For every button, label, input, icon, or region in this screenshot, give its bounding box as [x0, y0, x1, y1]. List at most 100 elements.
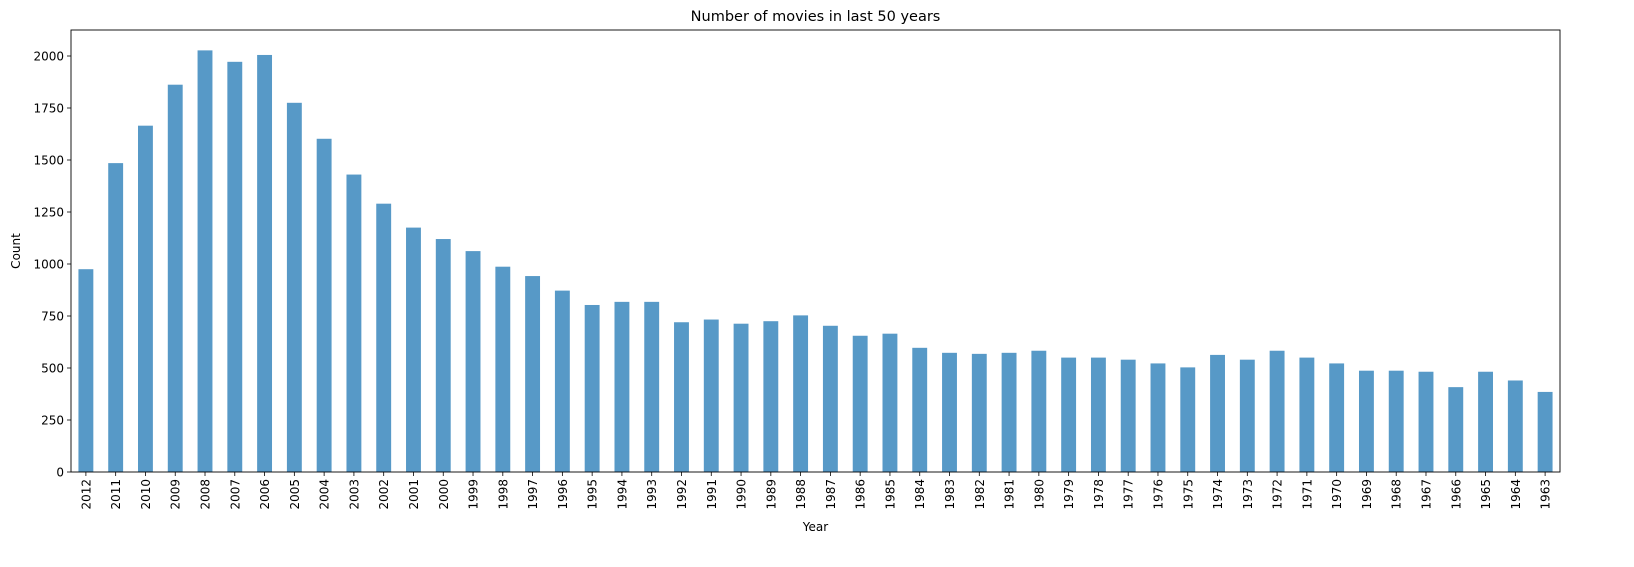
bars-layer: [78, 50, 1553, 473]
x-tick-label: 1985: [883, 479, 897, 510]
bar-1974: [1210, 354, 1225, 472]
bar-2010: [138, 125, 153, 473]
bar-2001: [406, 227, 421, 472]
plot-frame: [70, 29, 1561, 473]
bar-2012: [78, 269, 94, 472]
bar-1978: [1090, 357, 1106, 472]
bar-1969: [1358, 370, 1374, 472]
y-tick-label: 1250: [33, 206, 64, 220]
bar-1975: [1180, 367, 1196, 472]
bar-1983: [942, 352, 957, 472]
x-tick-label: 1972: [1271, 479, 1285, 510]
x-tick-label: 1964: [1509, 479, 1523, 510]
x-tick-label: 1969: [1360, 479, 1374, 510]
x-tick-label: 1986: [854, 479, 868, 510]
x-tick-label: 1971: [1300, 479, 1314, 510]
bar-1996: [554, 290, 570, 472]
bar-2008: [197, 50, 213, 472]
bar-1980: [1031, 350, 1047, 472]
y-tick-label: 1500: [33, 154, 64, 168]
x-tick-label: 1988: [794, 479, 808, 510]
x-tick-label: 1978: [1092, 479, 1106, 510]
bar-1997: [525, 276, 541, 472]
x-tick-label: 2001: [407, 479, 421, 510]
bar-1995: [584, 304, 600, 472]
bar-1987: [822, 325, 838, 472]
y-axis-label: Count: [9, 233, 23, 269]
bar-1965: [1478, 371, 1493, 472]
bar-1977: [1120, 359, 1136, 472]
bar-1985: [882, 333, 898, 472]
y-tick-label: 750: [41, 310, 64, 324]
bar-2006: [257, 54, 273, 473]
chart-title: Number of movies in last 50 years: [691, 9, 941, 25]
bar-1968: [1388, 370, 1404, 472]
y-axis: 0 250 500 750 1000 1250 1500 1750 2000: [33, 50, 71, 480]
bar-1976: [1150, 363, 1166, 472]
x-tick-label: 2008: [199, 479, 213, 510]
bar-1986: [852, 335, 868, 472]
x-tick-label: 2006: [258, 479, 272, 510]
bar-2011: [108, 163, 124, 472]
x-tick-label: 1996: [556, 479, 570, 510]
bar-1998: [495, 266, 511, 472]
x-tick-label: 1979: [1062, 479, 1076, 510]
bar-1988: [793, 315, 809, 472]
x-tick-label: 2000: [437, 479, 451, 510]
x-tick-label: 1975: [1181, 479, 1195, 510]
y-tick-label: 500: [41, 362, 64, 376]
x-tick-label: 1963: [1539, 479, 1553, 510]
bar-1982: [971, 353, 987, 472]
bar-1994: [614, 301, 630, 472]
bar-2002: [376, 203, 392, 472]
x-tick-label: 1998: [496, 479, 510, 510]
x-tick-label: 1974: [1211, 479, 1225, 510]
x-tick-label: 2009: [169, 479, 183, 510]
bar-2003: [346, 174, 362, 472]
bar-1991: [703, 319, 719, 472]
x-tick-label: 2011: [109, 479, 123, 510]
x-tick-label: 1995: [586, 479, 600, 510]
x-tick-label: 1966: [1449, 479, 1463, 510]
bar-1972: [1269, 350, 1285, 472]
bar-1992: [674, 322, 689, 472]
bar-1993: [644, 301, 660, 472]
y-tick-label: 1000: [33, 258, 64, 272]
x-tick-label: 2002: [377, 479, 391, 510]
bar-1963: [1537, 391, 1553, 472]
bar-1990: [733, 323, 749, 472]
x-tick-label: 1981: [1003, 479, 1017, 510]
x-tick-label: 1983: [943, 479, 957, 510]
x-tick-label: 1987: [824, 479, 838, 510]
y-tick-label: 250: [41, 414, 64, 428]
bar-1971: [1299, 357, 1315, 472]
y-tick-label: 0: [56, 466, 64, 480]
x-tick-label: 1989: [764, 479, 778, 510]
x-tick-label: 1994: [615, 479, 629, 510]
x-tick-label: 1977: [1122, 479, 1136, 510]
x-tick-label: 1967: [1419, 479, 1433, 510]
x-tick-label: 2007: [228, 479, 242, 510]
x-tick-label: 2004: [318, 479, 332, 510]
bar-1979: [1061, 357, 1077, 472]
bar-1970: [1329, 363, 1345, 472]
bar-1964: [1507, 380, 1523, 472]
x-tick-label: 1993: [645, 479, 659, 510]
bar-2009: [167, 84, 183, 472]
x-tick-label: 1965: [1479, 479, 1493, 510]
x-tick-label: 1976: [1151, 479, 1165, 510]
bar-1966: [1448, 387, 1464, 472]
x-tick-label: 1984: [913, 479, 927, 510]
x-tick-label: 1980: [1032, 479, 1046, 510]
x-axis: 2012 2011 2010 2009 2008 2007 2006 2005 2004 2003…: [79, 472, 1553, 510]
x-tick-label: 1990: [735, 479, 749, 510]
x-tick-label: 2005: [288, 479, 302, 510]
bar-1981: [1001, 352, 1017, 472]
bar-1973: [1239, 359, 1255, 472]
x-tick-label: 2003: [347, 479, 361, 510]
x-tick-label: 2012: [79, 479, 93, 510]
bar-1967: [1418, 371, 1434, 472]
bar-1984: [912, 347, 928, 472]
x-tick-label: 1982: [973, 479, 987, 510]
